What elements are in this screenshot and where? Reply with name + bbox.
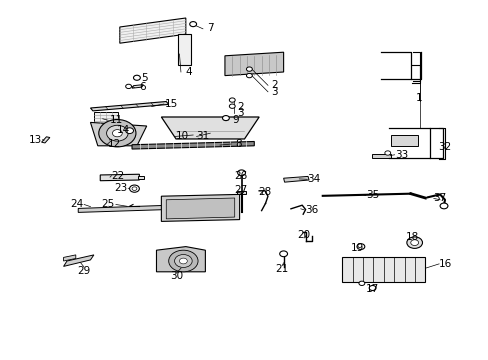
Text: 35: 35 [365, 190, 379, 201]
Circle shape [368, 285, 375, 291]
Text: 19: 19 [349, 243, 363, 253]
Polygon shape [161, 194, 239, 221]
Polygon shape [41, 137, 50, 143]
Circle shape [99, 120, 136, 147]
Text: 37: 37 [432, 193, 446, 203]
Polygon shape [63, 255, 94, 266]
Circle shape [168, 250, 198, 272]
Circle shape [174, 255, 192, 267]
Circle shape [406, 237, 422, 248]
Text: 4: 4 [184, 67, 191, 77]
Circle shape [222, 116, 229, 121]
Circle shape [237, 170, 245, 176]
Bar [94, 112, 118, 123]
Text: 10: 10 [175, 131, 188, 141]
Circle shape [356, 244, 364, 249]
Polygon shape [63, 255, 76, 261]
Text: 27: 27 [233, 185, 247, 195]
Polygon shape [371, 154, 390, 158]
Text: 25: 25 [101, 199, 114, 210]
Polygon shape [236, 191, 246, 194]
Circle shape [229, 104, 235, 108]
Polygon shape [138, 176, 144, 179]
Circle shape [229, 98, 235, 102]
Circle shape [279, 251, 287, 257]
Polygon shape [90, 102, 168, 111]
Polygon shape [342, 257, 425, 282]
Text: 30: 30 [170, 271, 183, 281]
Polygon shape [224, 52, 283, 76]
Circle shape [125, 84, 131, 89]
Text: 15: 15 [164, 99, 178, 109]
Circle shape [129, 185, 139, 192]
Polygon shape [132, 85, 143, 88]
Circle shape [246, 67, 252, 71]
Text: 34: 34 [306, 174, 320, 184]
Text: 32: 32 [437, 142, 451, 152]
Text: 9: 9 [232, 115, 239, 125]
Text: 3: 3 [237, 108, 244, 118]
Circle shape [179, 258, 187, 264]
Text: 26: 26 [233, 171, 247, 181]
Polygon shape [78, 204, 190, 212]
Polygon shape [90, 122, 146, 146]
Polygon shape [100, 174, 139, 181]
Polygon shape [120, 18, 185, 43]
Text: 29: 29 [77, 266, 91, 276]
Circle shape [132, 187, 137, 190]
Circle shape [410, 240, 418, 246]
Circle shape [384, 151, 390, 155]
Text: 22: 22 [111, 171, 125, 181]
Text: 13: 13 [28, 135, 42, 145]
Text: 7: 7 [206, 23, 213, 33]
Text: 24: 24 [70, 199, 84, 210]
Circle shape [358, 281, 364, 285]
Text: 36: 36 [304, 205, 318, 215]
Text: 1: 1 [415, 93, 422, 103]
Polygon shape [178, 34, 190, 65]
Text: 18: 18 [405, 232, 418, 242]
Text: 33: 33 [394, 150, 408, 160]
Text: 16: 16 [437, 259, 451, 269]
Circle shape [189, 22, 196, 27]
Polygon shape [166, 198, 234, 219]
Text: 2: 2 [237, 102, 244, 112]
Circle shape [125, 128, 133, 134]
Text: 17: 17 [365, 284, 379, 294]
Circle shape [439, 203, 447, 209]
Text: 12: 12 [108, 139, 122, 149]
Text: 6: 6 [139, 82, 146, 93]
Text: 14: 14 [116, 125, 130, 135]
Polygon shape [283, 176, 308, 182]
Text: 2: 2 [271, 80, 278, 90]
Text: 23: 23 [114, 183, 127, 193]
Circle shape [246, 73, 252, 78]
Text: 20: 20 [297, 230, 310, 240]
Text: 31: 31 [196, 131, 209, 141]
Text: 3: 3 [271, 87, 278, 97]
Text: 5: 5 [141, 73, 147, 84]
Text: 11: 11 [109, 115, 123, 125]
Text: 8: 8 [234, 139, 241, 149]
Text: 21: 21 [275, 264, 288, 274]
Circle shape [112, 130, 122, 137]
Text: 28: 28 [258, 187, 271, 197]
Polygon shape [156, 247, 205, 272]
Circle shape [106, 125, 128, 141]
Polygon shape [161, 117, 259, 139]
Polygon shape [132, 141, 254, 149]
Circle shape [133, 75, 140, 80]
Polygon shape [390, 135, 417, 146]
